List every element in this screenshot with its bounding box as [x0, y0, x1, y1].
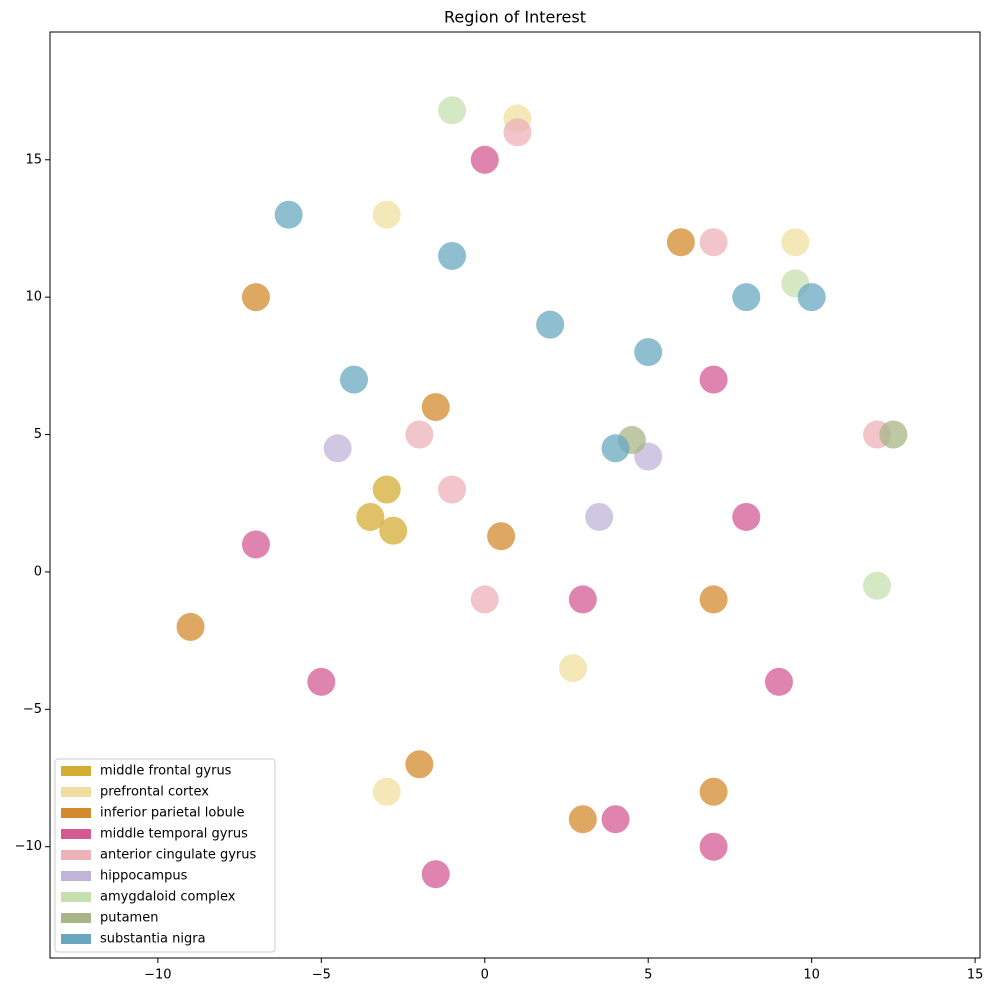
y-tick-label: 15	[25, 152, 42, 167]
point	[405, 750, 434, 779]
point	[764, 667, 793, 696]
legend-swatch	[61, 850, 91, 860]
legend-label: anterior cingulate gyrus	[100, 848, 257, 863]
point	[879, 420, 908, 449]
point	[372, 200, 401, 229]
point	[666, 228, 695, 257]
legend-label: amygdaloid complex	[100, 890, 236, 905]
legend-swatch	[61, 871, 91, 881]
point	[601, 805, 630, 834]
legend-swatch	[61, 934, 91, 944]
point	[797, 283, 826, 312]
legend-label: hippocampus	[100, 869, 188, 884]
legend-label: putamen	[100, 911, 158, 926]
point	[372, 475, 401, 504]
legend-label: substantia nigra	[100, 932, 206, 947]
point	[536, 310, 565, 339]
point	[372, 777, 401, 806]
point	[421, 860, 450, 889]
point	[568, 805, 597, 834]
point	[559, 654, 588, 683]
point	[307, 667, 336, 696]
legend-label: prefrontal cortex	[100, 785, 209, 800]
x-tick-label: −10	[144, 968, 171, 983]
point	[699, 365, 728, 394]
plot-area	[176, 96, 908, 889]
x-tick-label: 5	[644, 968, 652, 983]
point	[699, 585, 728, 614]
legend-swatch	[61, 808, 91, 818]
point	[470, 585, 499, 614]
point	[421, 393, 450, 422]
point	[634, 338, 663, 367]
legend-swatch	[61, 787, 91, 797]
legend-swatch	[61, 892, 91, 902]
point	[503, 118, 532, 147]
point	[323, 434, 352, 463]
y-tick-label: −10	[15, 839, 42, 854]
point	[176, 612, 205, 641]
y-tick-label: 10	[25, 290, 42, 305]
point	[699, 832, 728, 861]
point	[438, 241, 467, 270]
chart-title: Region of Interest	[444, 8, 586, 27]
point	[438, 475, 467, 504]
point	[470, 145, 499, 174]
legend-swatch	[61, 829, 91, 839]
point	[568, 585, 597, 614]
x-tick-label: 15	[967, 968, 984, 983]
legend-label: middle temporal gyrus	[100, 827, 248, 842]
legend-swatch	[61, 766, 91, 776]
point	[487, 522, 516, 551]
point	[356, 502, 385, 531]
axes-frame	[49, 31, 981, 959]
point	[781, 228, 810, 257]
point	[732, 283, 761, 312]
legend-label: inferior parietal lobule	[100, 806, 244, 821]
point	[274, 200, 303, 229]
point	[585, 502, 614, 531]
point	[699, 228, 728, 257]
point	[340, 365, 369, 394]
point	[699, 777, 728, 806]
legend-label: middle frontal gyrus	[100, 764, 232, 779]
x-tick-label: −5	[312, 968, 331, 983]
point	[405, 420, 434, 449]
point	[241, 283, 270, 312]
y-tick-label: 0	[34, 564, 42, 579]
x-tick-label: 0	[481, 968, 489, 983]
y-tick-label: −5	[23, 702, 42, 717]
legend-box	[54, 758, 276, 953]
point	[732, 502, 761, 531]
point	[438, 96, 467, 125]
legend-swatch	[61, 913, 91, 923]
point	[601, 434, 630, 463]
x-tick-label: 10	[803, 968, 820, 983]
y-tick-label: 5	[34, 427, 42, 442]
point	[379, 516, 408, 545]
point	[241, 530, 270, 559]
point	[863, 571, 892, 600]
